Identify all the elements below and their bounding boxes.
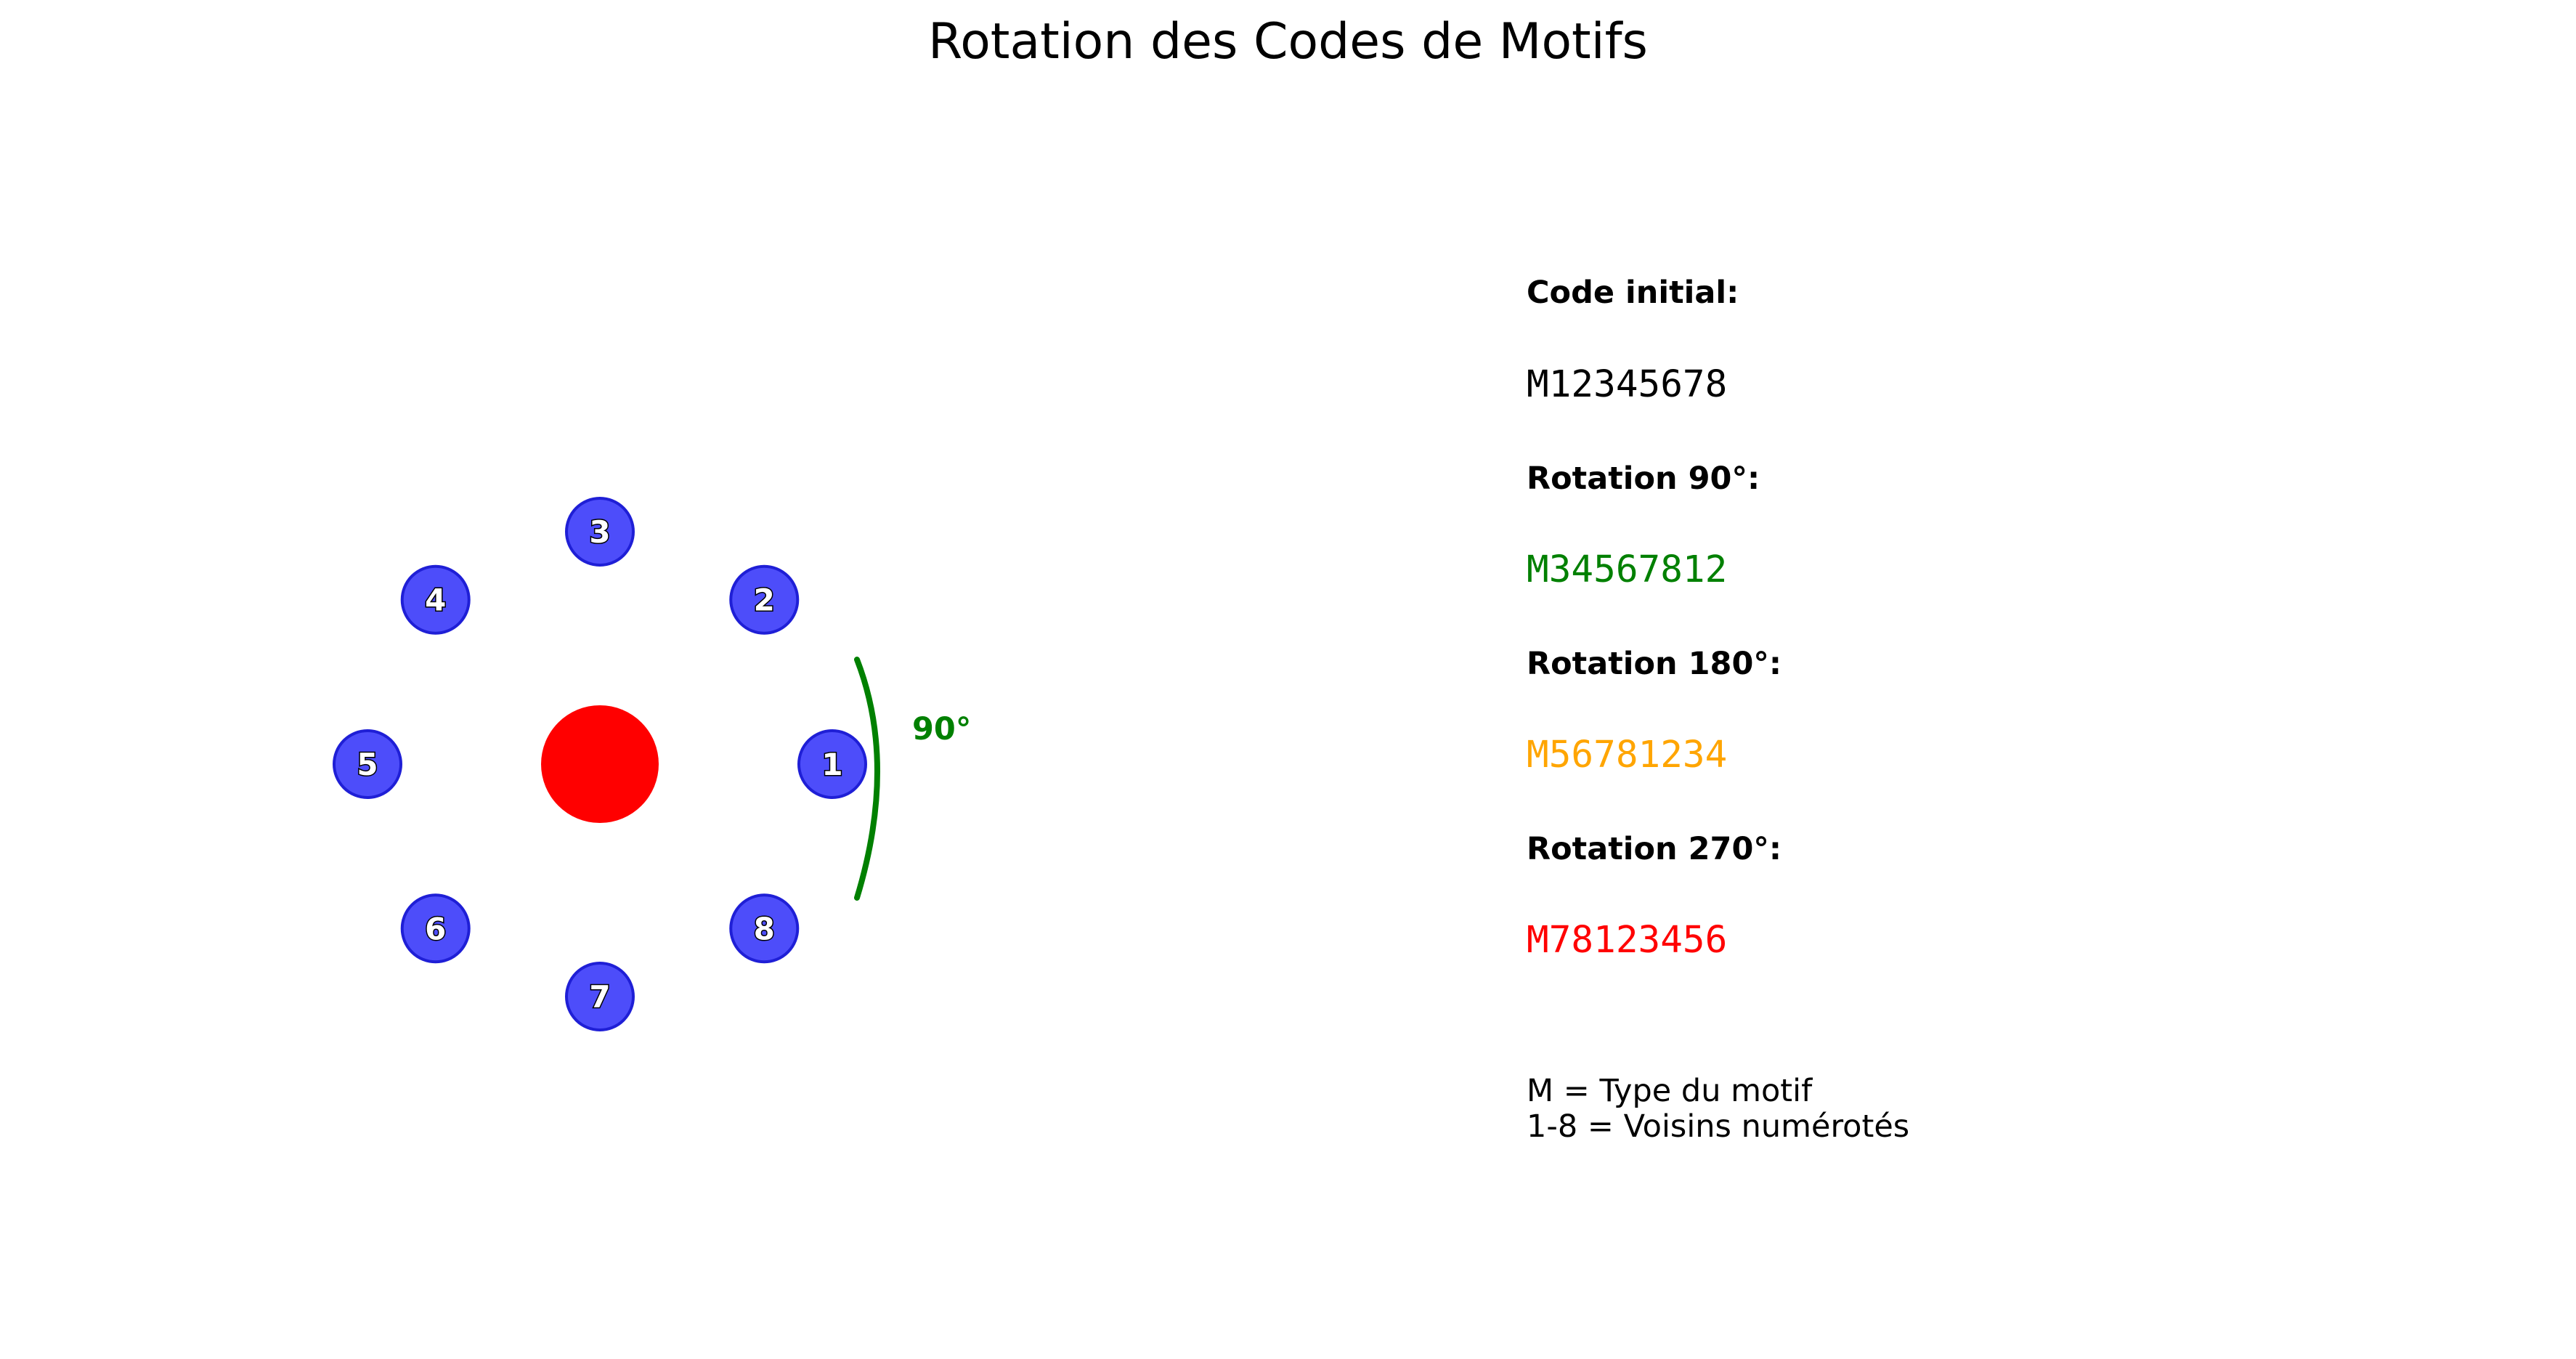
neighbor-label: 6	[425, 911, 446, 946]
figure-title: Rotation des Codes de Motifs	[928, 13, 1648, 70]
neighbor-circle	[729, 564, 800, 635]
legend-type-line: M = Type du motif	[1527, 1073, 1813, 1109]
legend: M = Type du motif 1-8 = Voisins numéroté…	[1527, 1074, 1909, 1145]
neighbor-circle	[565, 497, 635, 567]
neighbor-circle	[565, 962, 635, 1031]
rotation-angle-label: 90°	[912, 711, 971, 747]
neighbor-node-8: 8	[729, 893, 800, 964]
neighbor-label: 1	[821, 747, 842, 782]
rotation-90-value: M34567812	[1527, 548, 1728, 591]
neighbor-label: 7	[589, 979, 610, 1015]
neighbor-label: 4	[425, 583, 446, 618]
neighbor-node-5: 5	[333, 729, 402, 799]
center-node	[541, 705, 659, 823]
neighbor-label: 2	[754, 583, 775, 618]
rotation-180-value: M56781234	[1527, 734, 1728, 776]
neighbor-circle	[797, 729, 867, 799]
initial-code-label: Code initial:	[1527, 275, 1739, 311]
neighbor-label: 3	[589, 514, 610, 550]
neighbor-circle	[333, 729, 402, 799]
neighbor-circle	[400, 893, 471, 964]
rotation-180-label: Rotation 180°:	[1527, 646, 1782, 682]
initial-code-value: M12345678	[1527, 363, 1728, 406]
neighbor-node-3: 3	[565, 497, 635, 567]
neighbor-circle	[400, 564, 471, 635]
neighbor-node-7: 7	[565, 962, 635, 1031]
neighbor-circle	[729, 893, 800, 964]
rotation-270-label: Rotation 270°:	[1527, 831, 1782, 867]
neighbor-label: 5	[357, 747, 378, 782]
neighbor-nodes: 1 2 3 4 5 6 7 8	[333, 497, 867, 1031]
neighbor-label: 8	[754, 911, 775, 946]
rotation-arc	[854, 657, 880, 901]
neighbor-node-6: 6	[400, 893, 471, 964]
neighbor-node-2: 2	[729, 564, 800, 635]
legend-neighbors-line: 1-8 = Voisins numérotés	[1527, 1108, 1910, 1145]
neighbor-node-1: 1	[797, 729, 867, 799]
neighbor-node-4: 4	[400, 564, 471, 635]
rotation-270-value: M78123456	[1527, 919, 1728, 962]
rotation-90-label: Rotation 90°:	[1527, 461, 1760, 497]
